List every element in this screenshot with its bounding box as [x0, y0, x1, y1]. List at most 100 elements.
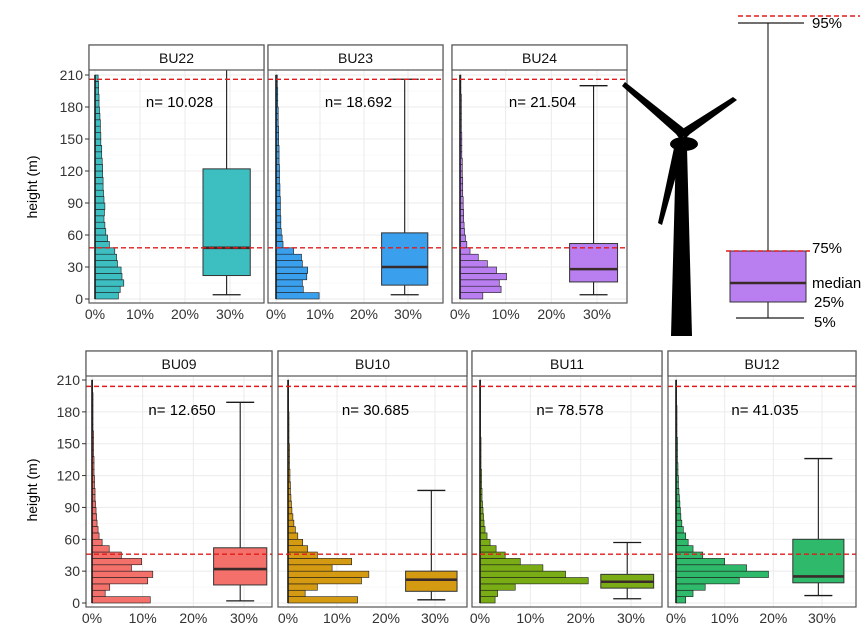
hist-bar-bu24	[459, 292, 484, 300]
turbine-blade-1	[622, 82, 686, 142]
n-label-bu12: n= 41.035	[731, 402, 798, 419]
box-iqr-bu22	[202, 168, 251, 277]
y-tick-label: 0	[72, 595, 80, 611]
hist-bar-bu10	[287, 577, 362, 585]
hist-bar-bu10	[287, 589, 306, 597]
panel-strip-bu10	[277, 350, 468, 377]
hist-bar-bu23	[275, 247, 294, 255]
panel-strip-bu23	[267, 44, 444, 71]
hist-bar-bu22	[94, 241, 110, 249]
hist-bar-bu09	[91, 596, 151, 604]
y-axis-label-bottom: height (m)	[24, 458, 40, 521]
x-tick-label-bu22: 0%	[85, 306, 105, 322]
n-label-bu23: n= 18.692	[325, 94, 392, 111]
hist-bar-bu10	[287, 538, 303, 546]
panel-bu11: BU11 n= 78.578 0% 10% 20% 30%	[470, 350, 663, 626]
hist-bar-bu11	[479, 532, 488, 540]
legend-label-p75: 75%	[812, 240, 842, 257]
y-tick-label: 150	[57, 436, 81, 452]
legend-box	[729, 250, 807, 303]
box-iqr-bu23	[381, 232, 429, 286]
hist-bar-bu22	[94, 132, 102, 140]
x-tick-label-bu11: 0%	[470, 610, 490, 626]
n-label-bu24: n= 21.504	[509, 94, 576, 111]
hist-bar-bu11	[479, 596, 496, 604]
panel-title-bu23: BU23	[338, 50, 373, 66]
hist-bar-bu11	[479, 558, 521, 566]
hist-bar-bu24	[459, 253, 479, 261]
hist-bar-bu10	[287, 583, 318, 591]
hist-bar-bu22	[94, 189, 104, 197]
hist-bar-bu22	[94, 279, 125, 287]
hist-bar-bu23	[275, 253, 302, 261]
hist-bar-bu10	[287, 526, 296, 534]
y-axis-label-top: height (m)	[24, 155, 40, 218]
axes: 0 30 60 90 120 150 180 210 0 30 60 90 120 150 180 210	[57, 67, 737, 611]
hist-bar-bu22	[94, 292, 119, 300]
hist-bar-bu23	[275, 266, 308, 274]
panel-bu09: BU09 n= 12.650 0% 10% 20% 30%	[82, 350, 273, 626]
x-tick-label-bu24: 10%	[492, 306, 520, 322]
y-tick-label: 60	[67, 227, 83, 243]
hist-bar-bu12	[675, 526, 684, 534]
x-tick-label-bu23: 10%	[306, 306, 334, 322]
hist-bar-bu22	[94, 138, 102, 146]
hist-bar-bu12	[675, 583, 706, 591]
x-tick-label-bu10: 30%	[421, 610, 449, 626]
hist-bar-bu22	[94, 273, 123, 281]
turbine-hub	[670, 137, 698, 151]
hist-bar-bu23	[275, 285, 304, 293]
hist-bar-bu10	[287, 570, 370, 578]
hist-bar-bu23	[275, 241, 284, 249]
hist-bar-bu09	[91, 538, 103, 546]
hist-bar-bu10	[287, 558, 353, 566]
hist-bar-bu12	[675, 538, 689, 546]
y-tick-label: 210	[60, 67, 84, 83]
hist-bar-bu22	[94, 215, 105, 223]
hist-bar-bu22	[94, 196, 105, 204]
hist-bar-bu12	[675, 589, 694, 597]
hist-bar-bu11	[479, 577, 589, 585]
panel-bu12: BU12 n= 41.035 0% 10% 20% 30%	[666, 350, 857, 626]
y-tick-label: 30	[64, 563, 80, 579]
hist-bar-bu10	[287, 596, 358, 604]
hist-bar-bu22	[94, 119, 101, 127]
hist-bar-bu11	[479, 545, 497, 553]
hist-bar-bu22	[94, 164, 103, 172]
x-tick-label-bu11: 20%	[567, 610, 595, 626]
hist-bar-bu22	[94, 157, 103, 165]
hist-bar-bu22	[94, 266, 122, 274]
panels: BU22 n= 10.028 0% 10% 20% 30% BU23 n= 18.692 0% 1…	[82, 44, 857, 626]
hist-bar-bu11	[479, 538, 491, 546]
hist-bar-bu22	[94, 221, 106, 229]
y-tick-label: 210	[57, 372, 81, 388]
x-tick-label-bu10: 20%	[372, 610, 400, 626]
hist-bar-bu22	[94, 151, 103, 159]
turbine-blade-3	[658, 146, 684, 225]
n-label-bu09: n= 12.650	[148, 402, 215, 419]
hist-bar-bu11	[479, 564, 544, 572]
hist-bar-bu22	[94, 285, 121, 293]
panel-strip-bu22	[88, 44, 265, 71]
hist-bar-bu10	[287, 532, 299, 540]
hist-bar-bu22	[94, 209, 105, 217]
hist-bar-bu11	[479, 589, 498, 597]
x-tick-label-bu22: 10%	[126, 306, 154, 322]
hist-bar-bu23	[275, 273, 308, 281]
hist-bar-bu22	[94, 253, 117, 261]
legend-label-median: median	[812, 275, 861, 292]
panel-title-bu12: BU12	[744, 356, 779, 372]
n-label-bu11: n= 78.578	[536, 402, 603, 419]
hist-bar-bu09	[91, 558, 142, 566]
hist-bar-bu22	[94, 145, 103, 153]
x-tick-label-bu24: 0%	[450, 306, 470, 322]
hist-bar-bu12	[675, 519, 683, 527]
box-iqr-bu10	[405, 570, 458, 592]
x-tick-label-bu23: 0%	[266, 306, 286, 322]
hist-bar-bu10	[287, 564, 333, 572]
hist-bar-bu24	[459, 266, 497, 274]
hist-bar-bu09	[91, 532, 100, 540]
x-tick-label-bu24: 30%	[583, 306, 611, 322]
hist-bar-bu11	[479, 583, 516, 591]
